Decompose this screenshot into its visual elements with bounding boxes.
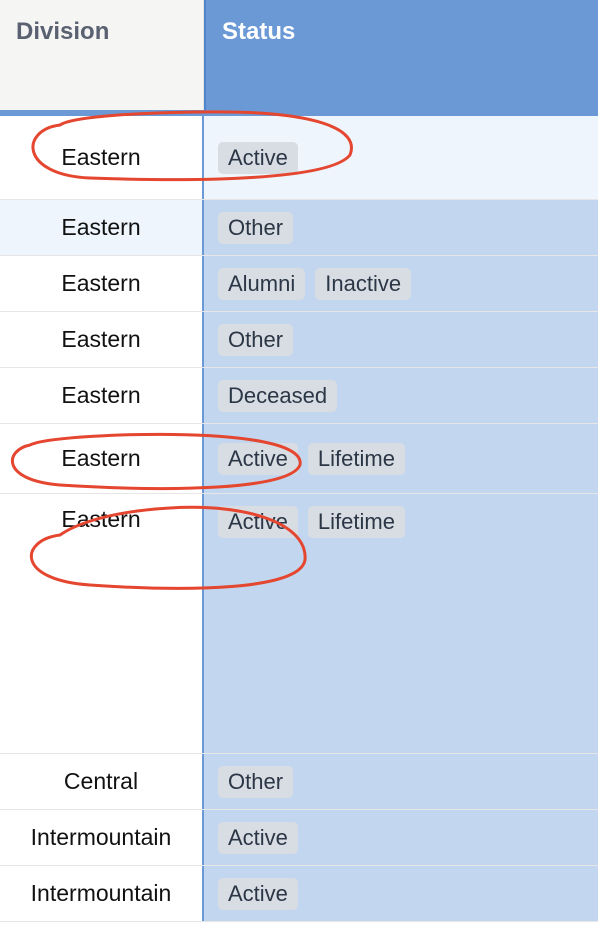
table-row[interactable]: Intermountain Active [0,810,598,866]
table-row[interactable]: Eastern Active Lifetime [0,424,598,494]
status-tag[interactable]: Deceased [218,380,337,412]
column-header-division[interactable]: Division [0,0,204,110]
table-row[interactable]: Eastern Active [0,116,598,200]
table-body: Eastern Active Eastern Other Eastern Alumni In… [0,116,598,922]
status-tag[interactable]: Active [218,443,298,475]
status-tag[interactable]: Inactive [315,268,411,300]
division-text: Eastern [61,214,140,241]
division-text: Eastern [61,382,140,409]
cell-division: Eastern [0,256,204,311]
status-tag[interactable]: Active [218,822,298,854]
cell-division: Eastern [0,312,204,367]
status-tag[interactable]: Lifetime [308,443,405,475]
table-row[interactable]: Eastern Other [0,312,598,368]
cell-division: Eastern [0,116,204,199]
status-tag[interactable]: Other [218,324,293,356]
status-tag[interactable]: Lifetime [308,506,405,538]
cell-status: Active Lifetime [204,494,598,753]
division-text: Eastern [61,270,140,297]
division-text: Central [64,768,138,795]
cell-division: Eastern [0,368,204,423]
cell-status: Active [204,116,598,199]
cell-status: Active Lifetime [204,424,598,493]
cell-division: Eastern [0,200,204,255]
cell-status: Other [204,312,598,367]
column-header-status[interactable]: Status [204,0,598,110]
cell-status: Active [204,810,598,865]
table-row[interactable]: Eastern Alumni Inactive [0,256,598,312]
cell-division: Intermountain [0,866,204,921]
division-text: Eastern [61,144,140,171]
table-header-row: Division Status [0,0,598,110]
division-text: Intermountain [31,824,172,851]
cell-status: Active [204,866,598,921]
cell-status: Other [204,200,598,255]
cell-division: Eastern [0,494,204,753]
table-row[interactable]: Eastern Active Lifetime [0,494,598,754]
division-text: Eastern [61,326,140,353]
status-tag[interactable]: Active [218,142,298,174]
division-text: Eastern [61,506,140,533]
cell-status: Deceased [204,368,598,423]
status-tag[interactable]: Other [218,212,293,244]
table-row[interactable]: Eastern Deceased [0,368,598,424]
table-row[interactable]: Intermountain Active [0,866,598,922]
cell-division: Central [0,754,204,809]
table-row[interactable]: Central Other [0,754,598,810]
cell-status: Other [204,754,598,809]
cell-division: Eastern [0,424,204,493]
division-text: Eastern [61,445,140,472]
status-tag[interactable]: Active [218,878,298,910]
status-tag[interactable]: Other [218,766,293,798]
status-tag[interactable]: Active [218,506,298,538]
cell-status: Alumni Inactive [204,256,598,311]
status-tag[interactable]: Alumni [218,268,305,300]
data-table: Division Status Eastern Active Eastern Othe… [0,0,598,922]
cell-division: Intermountain [0,810,204,865]
table-row[interactable]: Eastern Other [0,200,598,256]
division-text: Intermountain [31,880,172,907]
